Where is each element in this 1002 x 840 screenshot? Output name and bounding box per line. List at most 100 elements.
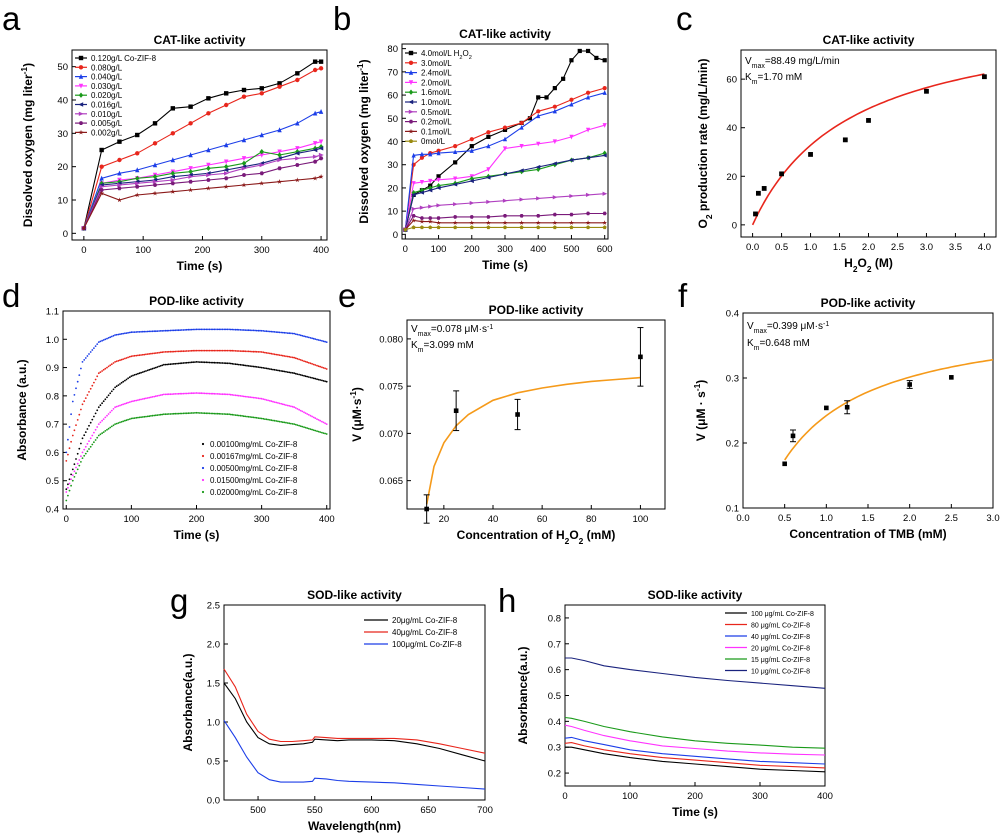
data-point-d-0	[236, 363, 239, 366]
legend-label-h-3: 20 μg/mL Co-ZIF-8	[751, 646, 810, 653]
data-point-d-0	[325, 380, 328, 383]
data-point-d-2	[80, 367, 82, 370]
data-point-a-2	[295, 120, 300, 126]
chart-title-f: POD-like activity	[821, 296, 916, 310]
data-point-d-1	[242, 350, 245, 353]
data-point-d-0	[83, 434, 86, 437]
data-point-d-1	[101, 370, 103, 372]
data-point-d-1	[67, 453, 69, 456]
data-point-a-8	[170, 189, 176, 194]
x-axis-label-a: Time (s)	[177, 259, 223, 273]
data-point-d-1	[163, 351, 165, 353]
data-point-d-2	[224, 328, 227, 331]
data-point-d-4	[317, 430, 320, 433]
data-point-b-5	[419, 190, 425, 195]
data-point-d-1	[237, 350, 240, 352]
data-point-d-4	[151, 414, 154, 417]
data-point-d-1	[154, 352, 157, 354]
data-point-b-4	[469, 176, 474, 182]
data-point-d-3	[247, 396, 250, 398]
data-point-d-2	[153, 330, 156, 333]
data-point-d-2	[97, 341, 100, 343]
data-point-a-1	[312, 67, 318, 73]
x-tick-label-c: 2.5	[891, 242, 904, 253]
data-point-d-2	[288, 332, 291, 335]
data-point-d-2	[70, 413, 72, 416]
legend-marker-a-7	[78, 121, 84, 125]
data-point-e-3	[638, 354, 643, 360]
data-point-b-5	[427, 188, 433, 193]
data-point-a-8	[152, 190, 158, 196]
data-point-a-1	[170, 131, 176, 136]
data-point-d-4	[324, 432, 326, 435]
legend-label-a-1: 0.080g/L	[91, 63, 123, 72]
data-point-d-0	[260, 366, 263, 369]
data-point-d-1	[309, 362, 312, 365]
data-point-d-4	[228, 413, 231, 416]
data-point-d-2	[169, 329, 172, 332]
data-point-d-4	[96, 436, 99, 439]
data-point-a-7	[170, 181, 175, 186]
xlab-c-part-1: 2	[853, 264, 858, 274]
data-point-d-3	[70, 478, 72, 481]
data-point-d-3	[303, 411, 305, 414]
data-point-d-3	[236, 394, 239, 397]
data-point-d-2	[89, 351, 92, 353]
data-point-b-1	[552, 104, 557, 109]
data-point-d-0	[231, 362, 234, 365]
data-point-d-2	[252, 329, 255, 332]
y-tick-label-g: 0.5	[207, 757, 220, 768]
data-point-d-3	[120, 404, 123, 406]
data-point-d-0	[205, 361, 208, 364]
data-point-a-7	[117, 186, 122, 191]
x-tick-label-d: 300	[254, 514, 270, 525]
data-point-d-2	[148, 330, 151, 333]
data-point-d-4	[156, 414, 159, 416]
data-point-d-4	[68, 489, 71, 492]
data-point-d-4	[316, 430, 318, 432]
data-point-d-0	[210, 361, 213, 364]
x-tick-label-g: 600	[364, 805, 380, 816]
ylab-c-part-1: 2	[704, 214, 714, 219]
leglbl-h-4-part-0: 15 μg/mL Co-ZIF-8	[751, 657, 810, 664]
data-point-d-0	[195, 361, 198, 363]
data-point-d-1	[194, 349, 196, 352]
x-tick-label-e: 60	[537, 514, 548, 525]
data-point-d-2	[200, 328, 203, 331]
series-line-h-4	[564, 716, 826, 749]
data-point-d-2	[71, 400, 74, 403]
data-point-d-1	[215, 349, 217, 352]
data-point-b-8	[452, 220, 458, 225]
data-point-b-9	[419, 225, 424, 230]
data-point-d-0	[75, 458, 77, 460]
data-point-d-2	[296, 333, 299, 336]
data-point-b-0	[527, 116, 533, 121]
data-point-a-7	[188, 179, 193, 184]
annk-c-part-3: =1.70 mM	[758, 72, 803, 83]
data-point-d-0	[264, 367, 266, 369]
data-point-d-4	[94, 439, 97, 441]
data-point-d-1	[208, 349, 211, 352]
x-tick-label-c: 1.5	[833, 242, 846, 253]
data-point-d-1	[86, 394, 89, 396]
legend-marker-a-1	[78, 65, 84, 70]
chart-f: POD-like activity 0.0 0.5 1.0 1.5 2.0 2.5 3.0 0.…	[692, 296, 1000, 541]
data-point-d-3	[213, 392, 216, 395]
data-point-d-0	[73, 463, 76, 466]
data-point-d-2	[215, 328, 217, 331]
data-point-d-2	[65, 451, 68, 454]
data-point-a-3	[188, 166, 193, 172]
data-point-d-3	[76, 462, 79, 465]
y-axis-label-g: Absorbance(a.u.)	[181, 653, 195, 751]
data-point-d-1	[291, 356, 294, 359]
data-point-d-3	[172, 393, 175, 395]
data-point-d-3	[242, 395, 245, 398]
data-point-b-6	[602, 191, 608, 196]
data-point-b-5	[435, 185, 441, 191]
x-tick-label-b: 300	[497, 244, 513, 255]
data-point-d-4	[185, 412, 188, 415]
data-point-d-1	[151, 352, 154, 355]
data-point-b-3	[519, 144, 524, 149]
data-point-a-4	[241, 160, 247, 167]
y-tick-label-c: 60	[726, 75, 737, 86]
